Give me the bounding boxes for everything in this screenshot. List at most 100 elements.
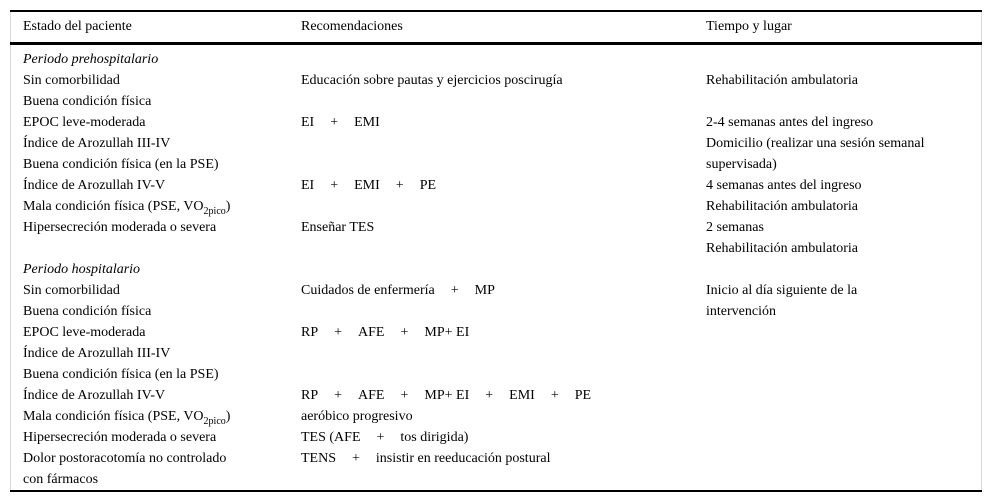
cell-tiempo-lugar: 4 semanas antes del ingreso: [706, 178, 862, 193]
cell-tiempo-lugar: supervisada): [706, 157, 777, 172]
cell-tiempo-lugar: [706, 469, 981, 490]
table-line: Hipersecreción moderada o severa Enseñar …: [11, 217, 981, 238]
cell-tiempo-lugar: Rehabilitación ambulatoria: [706, 199, 859, 214]
table-line: Buena condición física intervención: [11, 301, 981, 322]
text-segment: EI: [301, 115, 315, 130]
cell-estado-paciente: Buena condición física: [23, 304, 152, 319]
column-header-estado: Estado del paciente: [23, 19, 132, 34]
cell-estado-paciente: Hipersecreción moderada o severa: [23, 430, 217, 445]
cell-tiempo-lugar: intervención: [706, 304, 776, 319]
table-line: Dolor postoracotomía no controlado TENS + i…: [11, 448, 981, 469]
cell-tiempo-lugar: Rehabilitación ambulatoria: [706, 73, 859, 88]
cell-tiempo-lugar: [706, 364, 981, 385]
cell-recomendaciones: EI + EMI + PE: [301, 175, 706, 196]
table-line: Hipersecreción moderada o severa TES (AFE…: [11, 427, 981, 448]
cell-estado-paciente: Mala condición física (PSE, VO2pico): [23, 196, 301, 218]
table-line: Índice de Arozullah III-IV Domicilio (rea…: [11, 133, 981, 154]
table-line: Índice de Arozullah IV-V EI + EMI + PE 4 seman…: [11, 175, 981, 196]
plus-separator: +: [334, 325, 343, 340]
cell-tiempo-lugar: [706, 49, 981, 70]
cell-recomendaciones: Enseñar TES: [301, 220, 375, 235]
cell-estado-paciente: Periodo prehospitalario: [23, 52, 159, 67]
plus-separator: +: [395, 178, 404, 193]
cell-estado-paciente: Periodo hospitalario: [23, 262, 141, 277]
cell-tiempo-lugar: [706, 448, 981, 469]
table-line: Buena condición física: [11, 91, 981, 112]
table-line: Sin comorbilidad Educación sobre pautas y…: [11, 70, 981, 91]
cell-estado-paciente: con fármacos: [23, 472, 99, 487]
cell-estado-paciente: Índice de Arozullah III-IV: [23, 346, 171, 361]
text-segment: Mala condición física (PSE, VO: [23, 409, 204, 424]
text-segment: PE: [574, 388, 592, 403]
text-segment: tos dirigida): [400, 430, 469, 445]
cell-estado-paciente: Mala condición física (PSE, VO2pico): [23, 406, 301, 428]
text-segment: AFE: [358, 325, 385, 340]
column-header-recomendaciones: Recomendaciones: [301, 19, 403, 34]
table-bottom-rule: [10, 490, 982, 492]
plus-separator: +: [485, 388, 494, 403]
plus-separator: +: [330, 178, 339, 193]
cell-estado-paciente: Buena condición física: [23, 94, 152, 109]
text-segment: AFE: [358, 388, 385, 403]
cell-tiempo-lugar: Domicilio (realizar una sesión semanal: [706, 136, 925, 151]
table-line: Buena condición física (en la PSE): [11, 364, 981, 385]
section-heading-row: Periodo hospitalario: [11, 259, 981, 280]
cell-recomendaciones: TENS + insistir en reeducación postural: [301, 448, 706, 469]
cell-recomendaciones: [301, 49, 706, 70]
table-line: Sin comorbilidad Cuidados de enfermería + M…: [11, 280, 981, 301]
table-line: EPOC leve-moderada EI + EMI 2-4 semanas ante…: [11, 112, 981, 133]
cell-recomendaciones: [301, 196, 706, 218]
plus-separator: +: [400, 325, 409, 340]
cell-estado-paciente: Hipersecreción moderada o severa: [23, 220, 217, 235]
text-segment: EMI: [509, 388, 535, 403]
table-line: EPOC leve-moderada RP + AFE + MP+ EI: [11, 322, 981, 343]
plus-separator: +: [330, 115, 339, 130]
text-segment: MP: [474, 283, 495, 298]
plus-separator: +: [550, 388, 559, 403]
table-line: Mala condición física (PSE, VO2pico) aeró…: [11, 406, 981, 427]
cell-tiempo-lugar: [706, 427, 981, 448]
plus-separator: +: [334, 388, 343, 403]
cell-tiempo-lugar: [706, 259, 981, 280]
cell-recomendaciones: aeróbico progresivo: [301, 409, 413, 424]
cell-estado-paciente: Índice de Arozullah IV-V: [23, 388, 166, 403]
cell-tiempo-lugar: 2 semanas: [706, 220, 764, 235]
section-heading-row: Periodo prehospitalario: [11, 49, 981, 70]
cell-estado-paciente: EPOC leve-moderada: [23, 325, 146, 340]
cell-tiempo-lugar: [706, 322, 981, 343]
plus-separator: +: [376, 430, 385, 445]
table-line: Índice de Arozullah III-IV: [11, 343, 981, 364]
text-segment: Cuidados de enfermería: [301, 283, 435, 298]
text-segment: insistir en reeducación postural: [375, 451, 551, 466]
text-segment: MP+ EI: [424, 388, 470, 403]
cell-estado-paciente: Sin comorbilidad: [23, 73, 120, 88]
cell-estado-paciente: Índice de Arozullah IV-V: [23, 178, 166, 193]
cell-recomendaciones: TES (AFE + tos dirigida): [301, 427, 706, 448]
subscript-text: 2pico: [203, 205, 226, 217]
table-header-row: Estado del paciente Recomendaciones Tiem…: [11, 12, 981, 42]
table-line: Buena condición física (en la PSE) superv…: [11, 154, 981, 175]
text-segment: ): [225, 199, 231, 214]
cell-tiempo-lugar: [706, 343, 981, 364]
text-segment: TES (AFE: [301, 430, 361, 445]
plus-separator: +: [450, 283, 459, 298]
subscript-text: 2pico: [203, 415, 226, 427]
cell-estado-paciente: [23, 238, 301, 259]
recommendations-table: Estado del paciente Recomendaciones Tiem…: [10, 10, 982, 492]
text-segment: PE: [419, 178, 437, 193]
cell-recomendaciones: RP + AFE + MP+ EI: [301, 322, 706, 343]
table-body: Periodo prehospitalario Sin comorbilidad E…: [11, 45, 981, 490]
cell-recomendaciones: [301, 91, 706, 112]
cell-estado-paciente: Dolor postoracotomía no controlado: [23, 451, 227, 466]
text-segment: EMI: [354, 178, 380, 193]
cell-recomendaciones: RP + AFE + MP+ EI + EMI + PE: [301, 385, 706, 406]
cell-estado-paciente: EPOC leve-moderada: [23, 115, 146, 130]
cell-estado-paciente: Sin comorbilidad: [23, 283, 120, 298]
text-segment: RP: [301, 325, 319, 340]
table-line: con fármacos: [11, 469, 981, 490]
cell-recomendaciones: [301, 259, 706, 280]
table-top-rule: [10, 10, 982, 12]
plus-separator: +: [400, 388, 409, 403]
cell-recomendaciones: EI + EMI: [301, 112, 706, 133]
